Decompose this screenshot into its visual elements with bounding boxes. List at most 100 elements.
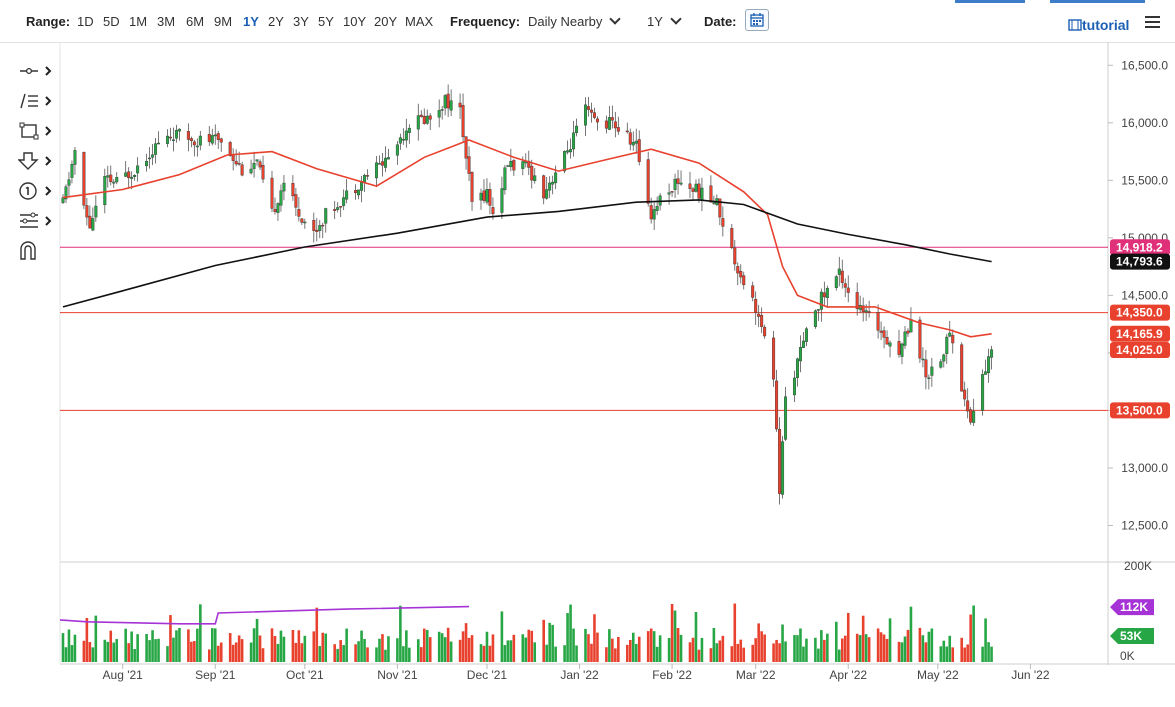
candle-down [691,188,695,192]
candle-down [730,228,734,249]
time-tick-label: Jan '22 [560,668,599,682]
fibonacci-tool-button[interactable] [18,210,54,232]
candle-up [930,366,934,376]
volume-bar-down [637,636,641,662]
range-5y-button[interactable]: 5Y [318,14,334,29]
rectangle-tool-button[interactable] [18,120,54,142]
candle-down [718,198,722,218]
range-1m-button[interactable]: 1M [129,14,148,29]
volume-axis-label: 0K [1120,649,1135,663]
candle-up [837,268,841,275]
volume-bar-up [154,639,157,662]
candle-up [572,132,576,150]
volume-bar-down [127,643,130,662]
volume-bar-down [366,647,369,662]
price-tag-label: 14,165.9 [1116,327,1163,341]
volume-bar-up [533,642,537,662]
volume-bar-up [634,643,638,662]
top-accent-bar-left [955,0,1025,3]
volume-bar-up [416,639,420,662]
candle-down [861,305,865,312]
range-20y-button[interactable]: 20Y [374,14,398,29]
candle-down [742,275,746,286]
candle-up [94,205,98,218]
candle-down [88,215,92,229]
volume-bar-down [527,629,531,662]
range-6m-button[interactable]: 6M [186,14,205,29]
level-price-tag [1110,239,1170,256]
top-accent-bar-right [1050,0,1145,3]
volume-bar-up [835,621,838,662]
candle-up [73,150,77,165]
volume-bar-up [551,624,554,662]
counter-tool-button[interactable] [18,180,54,202]
volume-bar-up [864,634,868,662]
candle-up [834,276,838,288]
range-1d-button[interactable]: 1D [77,14,94,29]
volume-bar-up [157,638,160,662]
candle-up [252,163,256,169]
period-dropdown[interactable]: 1Y [647,13,682,29]
range-3y-button[interactable]: 3Y [293,14,309,29]
volume-average-line [59,605,470,625]
volume-bar-up [981,646,984,662]
volume-bar-up [584,628,587,662]
candle-down [843,283,847,288]
range-5d-button[interactable]: 5D [103,14,120,29]
volume-bar-down [228,633,232,662]
trend-line-tool-button[interactable] [18,90,54,112]
candle-down [109,174,113,183]
range-2y-button[interactable]: 2Y [268,14,284,29]
candle-down [855,292,859,309]
candle-down [918,319,922,359]
volume-bar-down [190,641,193,662]
range-3m-button[interactable]: 3M [157,14,176,29]
arrow-tool-button[interactable] [18,150,54,172]
candle-down [736,266,740,274]
candle-up [509,160,513,168]
range-max-button[interactable]: MAX [405,14,434,29]
date-picker-button[interactable] [745,9,769,31]
candle-down [512,160,516,171]
volume-bar-up [524,637,528,662]
range-9m-button[interactable]: 9M [214,14,233,29]
hamburger-menu-icon[interactable] [1145,16,1160,28]
volume-bar-up [396,638,399,662]
volume-bar-up [384,649,387,662]
volume-bar-up [545,644,548,662]
price-chart[interactable]: 16,500.016,000.015,500.015,000.014,500.0… [0,42,1175,707]
candle-up [548,182,552,191]
volume-bar-down [763,634,766,662]
volume-bar-up [921,635,925,662]
candle-up [864,310,868,313]
candle-down [82,151,86,206]
volume-bar-up [342,645,345,662]
volume-bar-up [990,646,993,662]
candle-down [300,218,304,223]
volume-bar-up [817,648,820,662]
candle-down [721,218,725,227]
volume-bar-down [754,638,757,662]
range-1y-button[interactable]: 1Y [243,14,259,29]
moving-average-slow-line [62,199,992,308]
candle-down [876,311,880,331]
moving-average-fast-line [62,139,992,338]
volume-bar-down [590,643,593,662]
frequency-dropdown[interactable]: Daily Nearby [528,13,622,29]
candle-up [449,100,453,111]
volume-bar-down [617,636,620,662]
volume-bar-up [336,648,339,662]
volume-bar-down [339,640,342,662]
magnet-tool-button[interactable] [18,240,54,262]
candle-down [751,285,755,298]
volume-bar-down [778,643,781,662]
crosshair-tool-button[interactable] [18,60,54,82]
tutorial-link[interactable]: tutorial [1068,17,1129,33]
volume-bar-up [196,628,199,662]
range-10y-button[interactable]: 10Y [343,14,367,29]
candle-down [604,120,608,129]
candle-down [739,270,743,278]
candle-up [336,207,340,210]
volume-bar-up [942,640,946,662]
candle-down [491,207,495,214]
